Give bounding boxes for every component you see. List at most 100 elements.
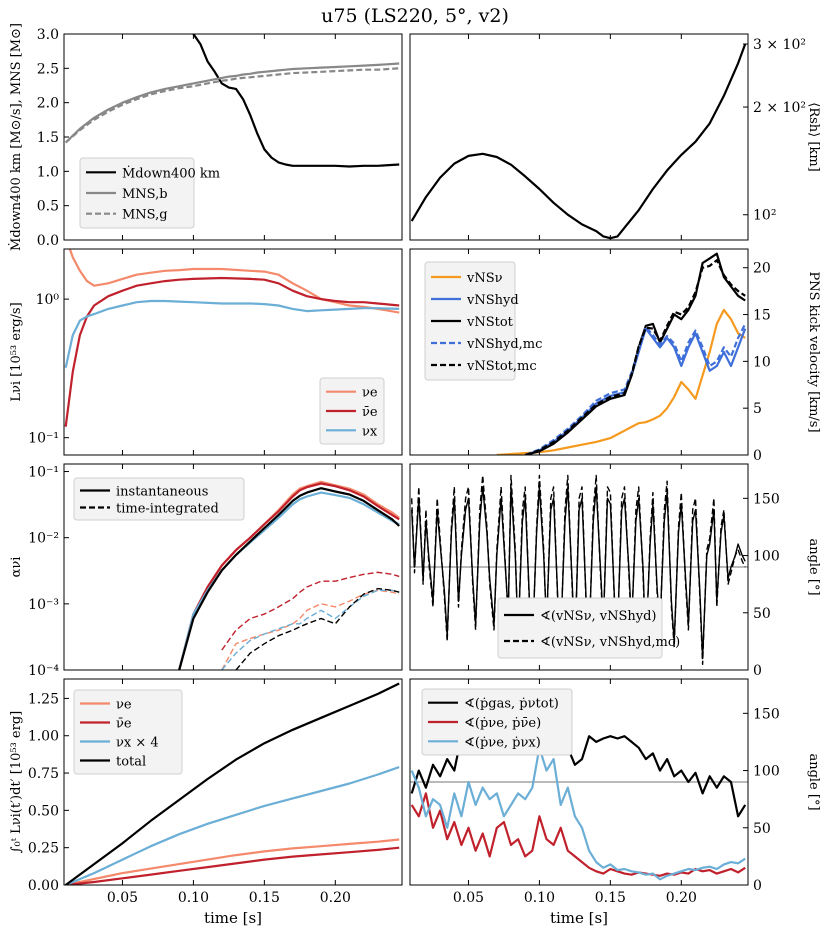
p8-panel [409, 678, 749, 886]
p1-ylabel: Ṁdown400 km [M⊙/s], MNS [M⊙] [7, 23, 24, 251]
p7-xtick-label: 0.05 [107, 890, 138, 906]
p1-series-1 [64, 62, 400, 144]
p6-frame [409, 463, 749, 671]
p5-frame [63, 463, 403, 671]
p5-series-5 [221, 571, 400, 651]
p3-ytick-label: 10⁻¹ [28, 431, 59, 447]
p6-panel [409, 463, 749, 671]
p5-series-3 [178, 487, 400, 670]
p2-ytick-label: 10² [753, 208, 776, 224]
p8-series-1 [410, 792, 746, 877]
p7-series-1 [65, 846, 400, 885]
p8-xtick-label: 0.10 [524, 890, 555, 906]
p1-legend-label: MNS,g [122, 208, 168, 223]
p2-frame [409, 33, 749, 241]
p7-xtick-label: 0.20 [320, 890, 351, 906]
p2-ytick-label: 3 × 10² [753, 37, 806, 53]
p5-legend [73, 477, 245, 521]
p7-ytick-label: 0.00 [28, 878, 59, 894]
p6-legend-label: ∢(vNSν, vNShyd) [540, 609, 657, 624]
p8-frame [409, 678, 749, 886]
p8-ylabel: angle [°] [806, 753, 821, 810]
p5-panel [63, 463, 403, 671]
p3-series-1 [64, 276, 400, 427]
p8-ytick-label: 50 [753, 821, 771, 837]
p4-series-0 [496, 308, 746, 455]
p7-xlabel: time [s] [204, 909, 262, 927]
p1-series-0 [192, 34, 400, 168]
p4-legend-label: vNSν [466, 271, 503, 286]
p7-legend-label: total [116, 755, 146, 770]
p6-legend [497, 597, 663, 659]
p5-series-1 [178, 482, 400, 670]
p4-legend-label: vNStot [466, 315, 514, 330]
p8-legend-label: ∢(ṗgas, ṗνtot) [464, 697, 559, 712]
p7-legend-label: νx × 4 [116, 736, 159, 751]
p1-ytick-label: 1.5 [37, 130, 59, 146]
p6-series-1 [411, 474, 746, 665]
p1-ytick-label: 2.5 [37, 61, 59, 77]
p8-xlabel: time [s] [550, 909, 608, 927]
p3-frame [63, 248, 403, 456]
p5-ylabel: ανi [9, 557, 24, 578]
p4-series-4 [524, 259, 746, 455]
p5-series-7 [235, 587, 400, 670]
p6-ytick-label: 0 [753, 663, 762, 679]
p1-ytick-label: 3.0 [37, 27, 59, 43]
p8-xtick-label: 0.15 [595, 890, 626, 906]
p5-legend-label: instantaneous [116, 485, 208, 500]
p3-ylabel: Lνi [10⁵³ erg/s] [9, 302, 24, 401]
p7-series-0 [65, 838, 400, 885]
p7-xtick-label: 0.10 [178, 890, 209, 906]
p3-series-2 [64, 299, 400, 368]
p8-legend [421, 688, 573, 756]
p5-ytick-label: 10⁻² [28, 531, 59, 547]
p5-ytick-label: 10⁻³ [28, 597, 59, 613]
p4-ytick-label: 5 [753, 401, 762, 417]
p4-ytick-label: 10 [753, 354, 771, 370]
p4-legend-label: vNShyd,mc [466, 337, 542, 352]
p1-series-2 [64, 67, 400, 144]
p6-ylabel: angle [°] [806, 538, 821, 595]
p1-legend-label: MNS,b [122, 187, 168, 202]
p7-series-2 [65, 766, 400, 885]
p4-ytick-label: 20 [753, 261, 771, 277]
p8-ytick-label: 100 [753, 764, 780, 780]
p3-ytick-label: 10⁰ [36, 292, 60, 308]
p1-ytick-label: 1.0 [37, 164, 59, 180]
p8-legend-label: ∢(ṗνe, ṗνx) [464, 735, 541, 750]
p1-legend-label: Ṁdown400 km [122, 164, 220, 181]
p5-ytick-label: 10⁻⁴ [28, 663, 59, 679]
p4-panel [409, 248, 749, 456]
p7-legend-label: ν̄e [116, 717, 132, 732]
p1-panel [63, 33, 403, 241]
p4-legend-label: vNShyd [466, 293, 519, 308]
p7-panel [63, 678, 403, 886]
p2-ylabel: ⟨Rsh⟩ [km] [806, 102, 821, 171]
p8-ytick-label: 150 [753, 706, 780, 722]
p7-series-3 [65, 682, 400, 885]
p4-ytick-label: 15 [753, 308, 771, 324]
p4-ytick-label: 0 [753, 448, 762, 464]
p7-ytick-label: 0.75 [28, 766, 59, 782]
p7-legend [73, 689, 183, 775]
p5-legend-label: time-integrated [116, 502, 219, 517]
p5-ytick-label: 10⁻¹ [28, 465, 59, 481]
p4-legend [424, 261, 516, 381]
p2-ytick-label: 2 × 10² [753, 100, 806, 116]
p7-ytick-label: 1.00 [28, 729, 59, 745]
p6-ytick-label: 150 [753, 491, 780, 507]
p2-panel [409, 33, 749, 241]
p7-xtick-label: 0.15 [249, 890, 280, 906]
p7-ytick-label: 0.25 [28, 841, 59, 857]
p3-legend-label: ν̄e [362, 405, 378, 420]
p5-series-6 [221, 589, 400, 670]
p3-legend-label: νx [362, 424, 378, 439]
p2-series-0 [410, 43, 747, 240]
p6-legend-label: ∢(vNSν, vNShyd,mc) [540, 635, 680, 650]
p4-series-3 [524, 323, 747, 455]
p7-ytick-label: 1.25 [28, 691, 59, 707]
p8-legend-label: ∢(ṗνe, ṗν̄e) [464, 716, 541, 731]
p3-panel [63, 248, 403, 456]
p7-legend-label: νe [116, 698, 132, 713]
